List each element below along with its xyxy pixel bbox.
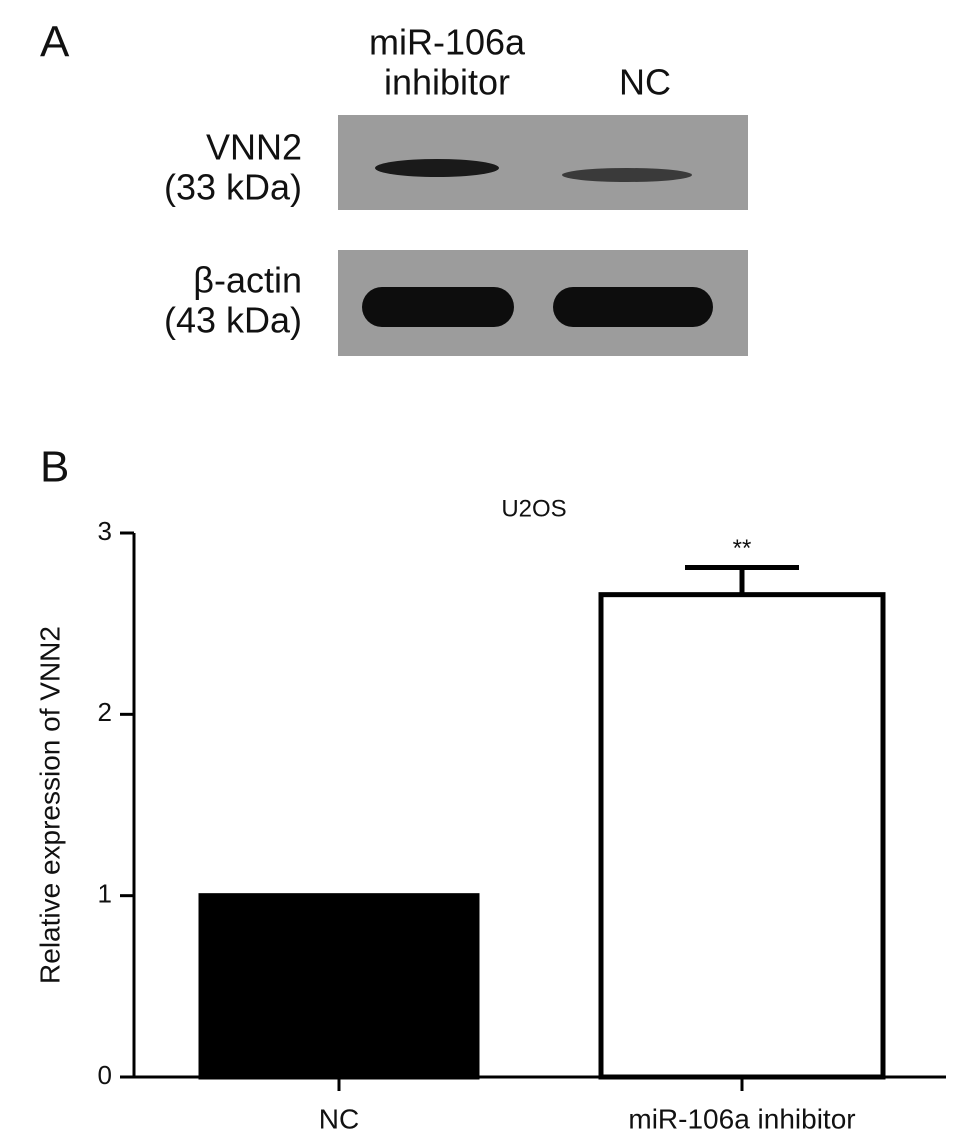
lane-label: miR-106a — [369, 22, 526, 63]
y-axis-label: Relative expression of VNN2 — [34, 626, 65, 984]
bar — [598, 592, 886, 1080]
y-tick-label: 2 — [98, 697, 112, 727]
blot-vnn2 — [338, 115, 748, 210]
row-size: (43 kDa) — [164, 300, 302, 341]
blot-actin — [338, 250, 748, 356]
chart-title: U2OS — [501, 495, 566, 522]
row-label: VNN2 — [206, 127, 302, 168]
y-tick-label: 3 — [98, 516, 112, 546]
x-tick-label: NC — [319, 1103, 359, 1134]
row-size: (33 kDa) — [164, 167, 302, 208]
row-label: β-actin — [193, 260, 302, 301]
lane-label: NC — [619, 62, 671, 103]
significance: ** — [733, 535, 752, 562]
panel-label: A — [40, 18, 70, 67]
lane-label: inhibitor — [384, 62, 510, 103]
y-tick-label: 1 — [98, 879, 112, 909]
bar — [198, 893, 480, 1080]
x-tick-label: miR-106a inhibitor — [628, 1103, 855, 1134]
panel-label: B — [40, 443, 69, 492]
y-tick-label: 0 — [98, 1060, 112, 1090]
